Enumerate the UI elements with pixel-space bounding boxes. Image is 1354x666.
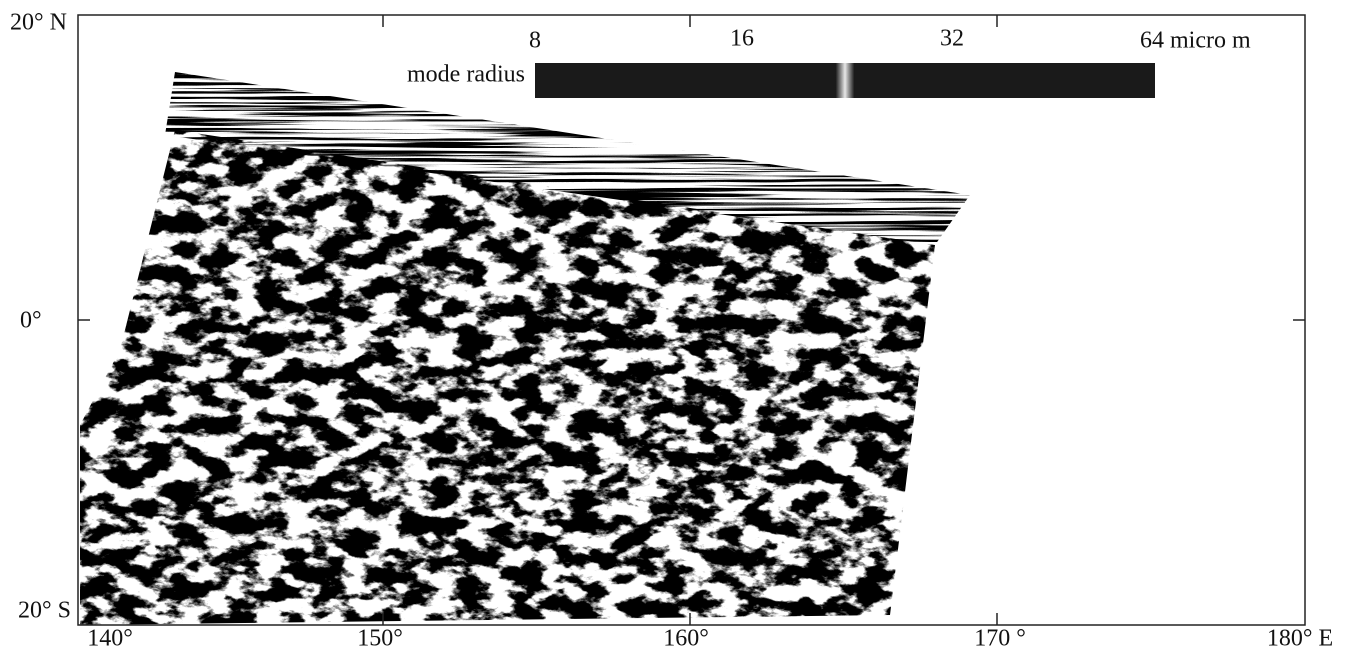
lat-label: 20° N — [10, 10, 67, 36]
colorbar-title: mode radius — [407, 62, 525, 88]
satellite-swath — [80, 72, 970, 625]
lat-label: 0° — [20, 308, 42, 334]
lon-label: 180° E — [1267, 626, 1333, 652]
lat-label: 20° S — [18, 598, 71, 624]
colorbar — [535, 63, 1155, 98]
lon-label: 140° — [87, 626, 133, 652]
lon-label: 150° — [357, 626, 403, 652]
colorbar-tick-label: 16 — [730, 26, 754, 52]
colorbar-tick-label: 8 — [529, 28, 541, 54]
colorbar-tick-label: 32 — [940, 26, 964, 52]
lon-label: 170 ° — [974, 626, 1026, 652]
lon-label: 160° — [663, 626, 709, 652]
colorbar-tick-label: 64 micro m — [1140, 28, 1251, 54]
map-figure: 20° N 0° 20° S 140° 150° 160° 170 ° 180°… — [0, 0, 1354, 661]
page: {"map": { "lat_labels": ["20° N", "0°", … — [0, 0, 1354, 661]
